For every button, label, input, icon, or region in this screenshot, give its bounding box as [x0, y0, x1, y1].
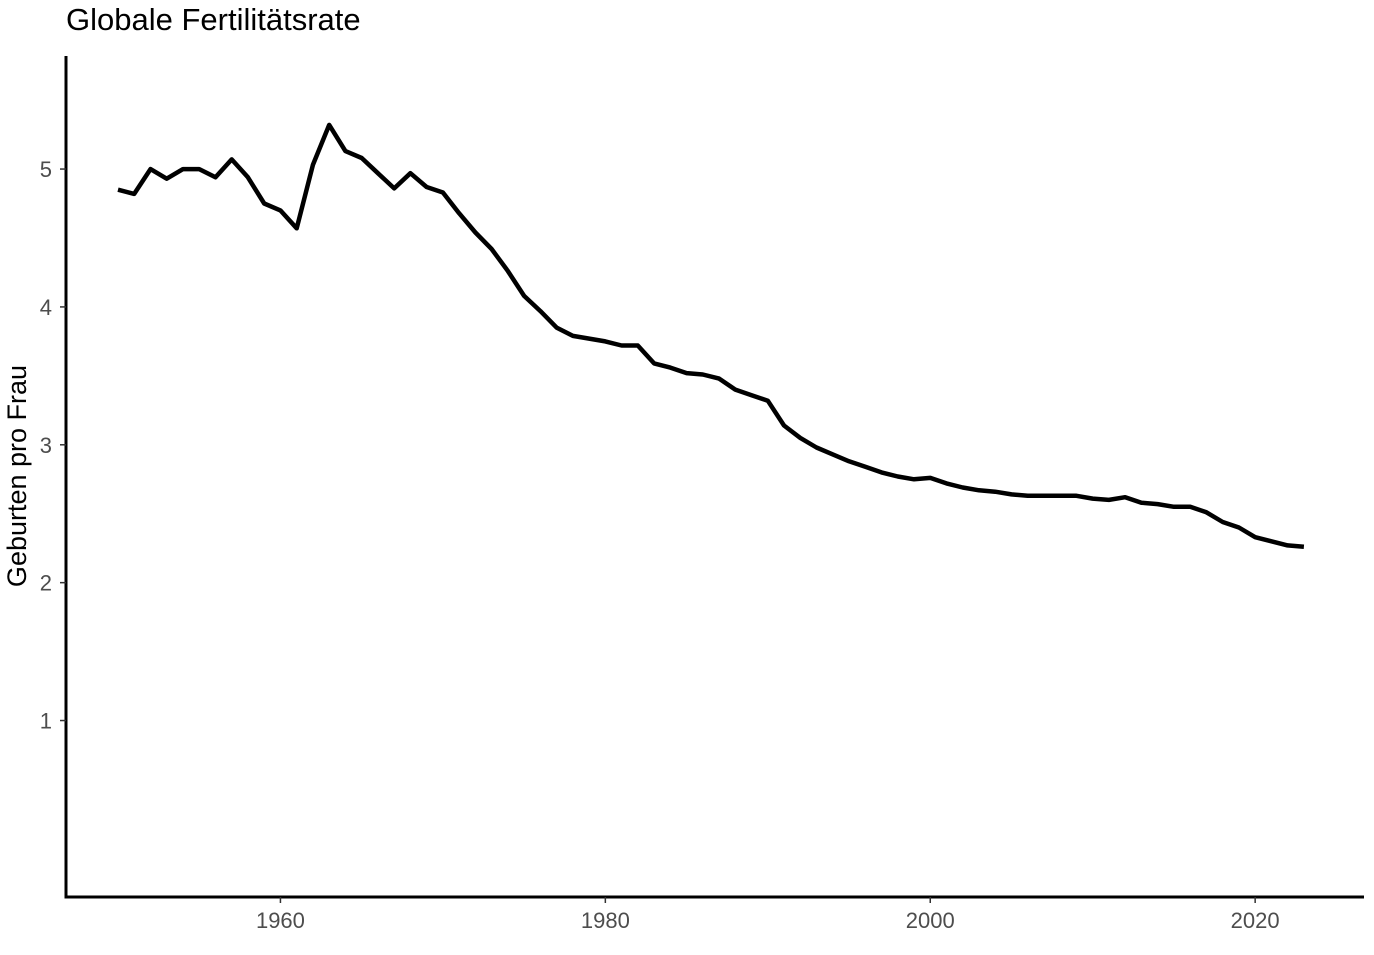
y-tick-label: 2 [40, 571, 52, 596]
fertility-rate-line [117, 122, 1305, 550]
x-axis-ticks: 1960 1980 2000 2020 [256, 897, 1280, 933]
x-tick-label: 2000 [906, 908, 955, 933]
y-axis-label: Geburten pro Frau [2, 365, 32, 587]
x-tick-label: 1980 [581, 908, 630, 933]
y-tick-label: 1 [40, 709, 52, 734]
y-tick-label: 5 [40, 157, 52, 182]
y-axis-ticks: 1 2 3 4 5 [40, 157, 66, 734]
x-tick-label: 1960 [256, 908, 305, 933]
y-tick-label: 4 [40, 295, 52, 320]
x-tick-label: 2020 [1231, 908, 1280, 933]
y-tick-label: 3 [40, 433, 52, 458]
chart-title: Globale Fertilitätsrate [66, 2, 361, 37]
